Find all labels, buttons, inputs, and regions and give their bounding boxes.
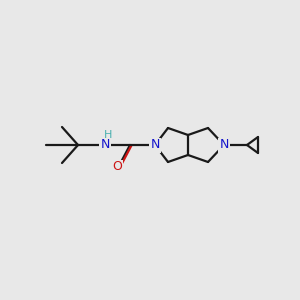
Text: H: H	[104, 130, 112, 140]
Text: O: O	[112, 160, 122, 173]
Text: N: N	[150, 139, 160, 152]
Text: N: N	[219, 139, 229, 152]
Text: N: N	[100, 139, 110, 152]
